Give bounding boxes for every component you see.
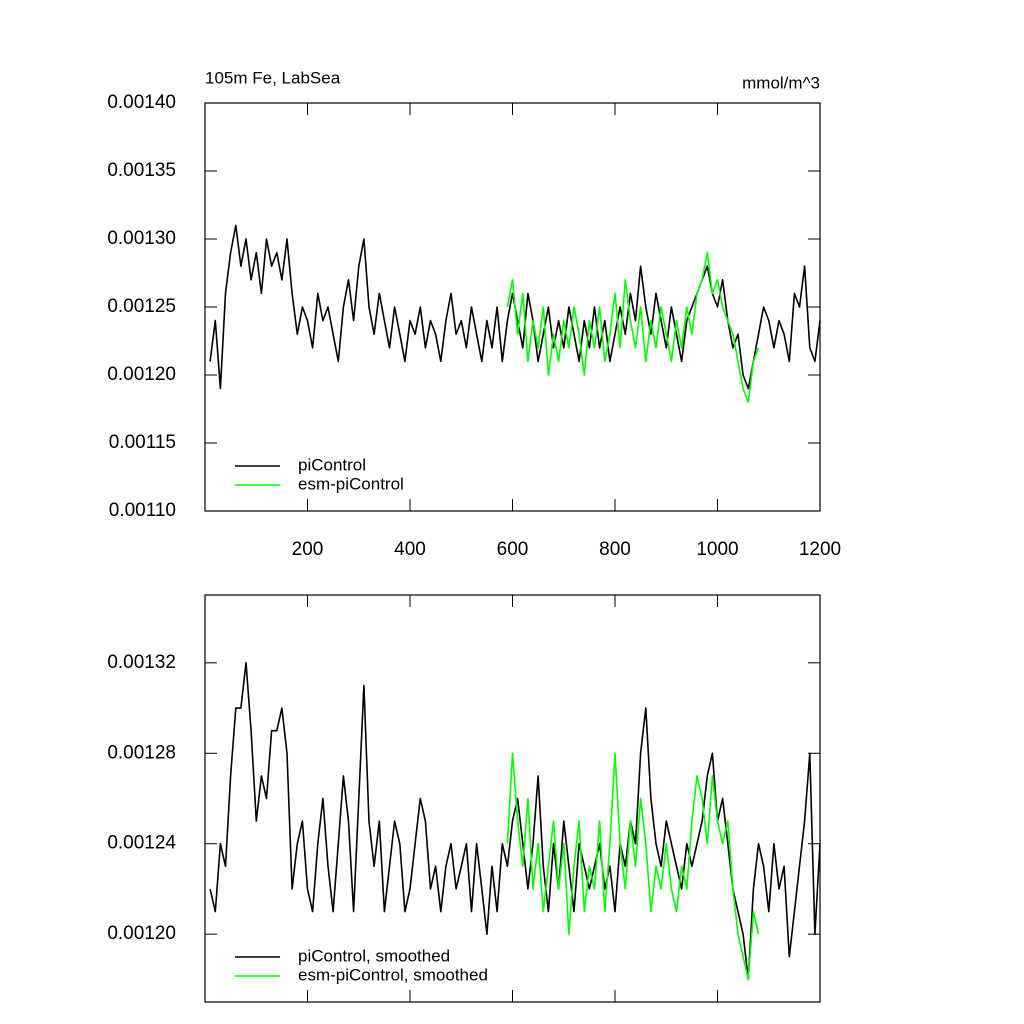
y-tick-label: 0.00140 — [107, 92, 176, 113]
units-label: mmol/m^3 — [742, 73, 820, 92]
y-tick-label: 0.00124 — [107, 833, 176, 854]
y-tick-label: 0.00130 — [107, 228, 176, 249]
y-tick-label: 0.00115 — [109, 432, 176, 453]
y-tick-label: 0.00128 — [107, 742, 176, 763]
data-line — [209, 662, 821, 981]
y-tick-label: 0.00125 — [107, 296, 176, 317]
y-tick-label: 0.00135 — [107, 160, 176, 181]
data-line — [506, 752, 760, 981]
plot-frame — [204, 594, 821, 1003]
y-tick-label: 0.00120 — [107, 923, 176, 944]
data-line — [506, 251, 760, 403]
x-tick-label: 200 — [292, 539, 324, 560]
legend-label: piControl — [298, 455, 366, 474]
plot-frame — [204, 102, 821, 512]
x-tick-label: 1200 — [799, 539, 841, 560]
chart-title: 105m Fe, LabSea — [205, 68, 341, 87]
x-tick-label: 600 — [497, 539, 529, 560]
y-tick-label: 0.00132 — [107, 652, 176, 673]
x-tick-label: 800 — [599, 539, 631, 560]
legend-label: piControl, smoothed — [298, 946, 450, 965]
y-tick-label: 0.00110 — [109, 500, 176, 521]
x-tick-label: 1000 — [696, 539, 738, 560]
legend-label: esm-piControl, smoothed — [298, 965, 488, 984]
legend-label: esm-piControl — [298, 474, 404, 493]
y-tick-label: 0.00120 — [107, 364, 176, 385]
x-tick-label: 400 — [394, 539, 426, 560]
